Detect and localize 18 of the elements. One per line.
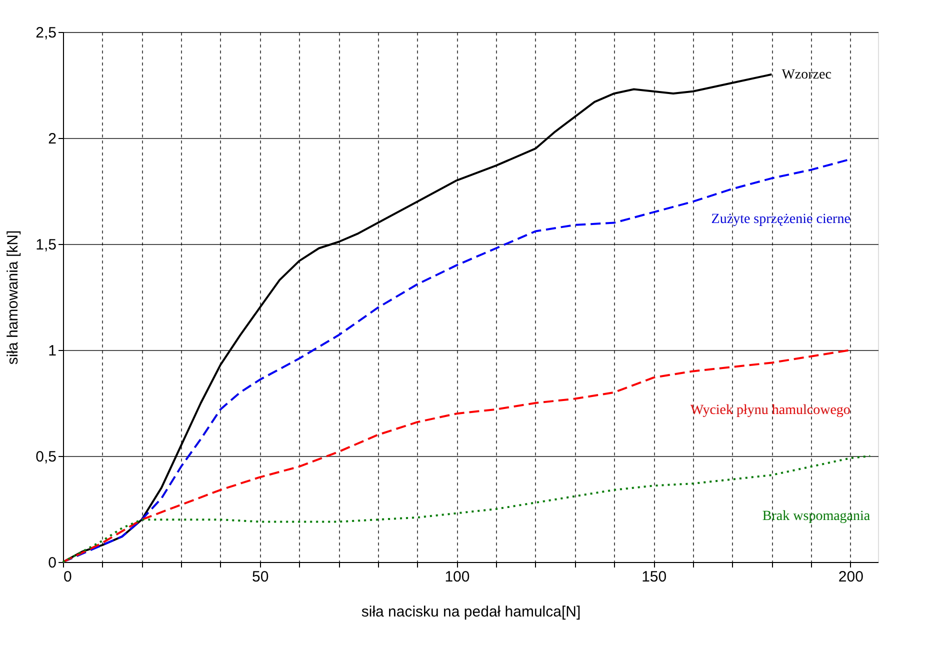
x-tick-label: 0: [64, 568, 72, 586]
x-axis-title: siła nacisku na pedał hamulca[N]: [361, 604, 581, 620]
x-tick-label: 200: [838, 568, 864, 586]
series-label: Zużyte sprzężenie cierne: [711, 212, 850, 228]
x-tick-label: 150: [642, 568, 667, 586]
line-series: [62, 455, 872, 563]
text: Brak wspomagania: [762, 509, 871, 524]
y-tick-label: 2: [48, 130, 56, 148]
y-tick-label: 2,5: [36, 24, 56, 42]
x-tick-label: 100: [444, 568, 470, 586]
x-tick-label: 50: [252, 568, 269, 586]
y-axis-title: siła hamowania [kN]: [4, 230, 22, 365]
text: Wyciek płynu hamulcowego: [690, 403, 850, 418]
y-tick-label: 0: [48, 554, 56, 572]
y-tick-label: 0,5: [36, 448, 56, 466]
y-tick-label: 1: [48, 342, 56, 360]
series-label: Wzorzec: [782, 67, 832, 82]
y-tick-label: 1,5: [36, 236, 56, 254]
